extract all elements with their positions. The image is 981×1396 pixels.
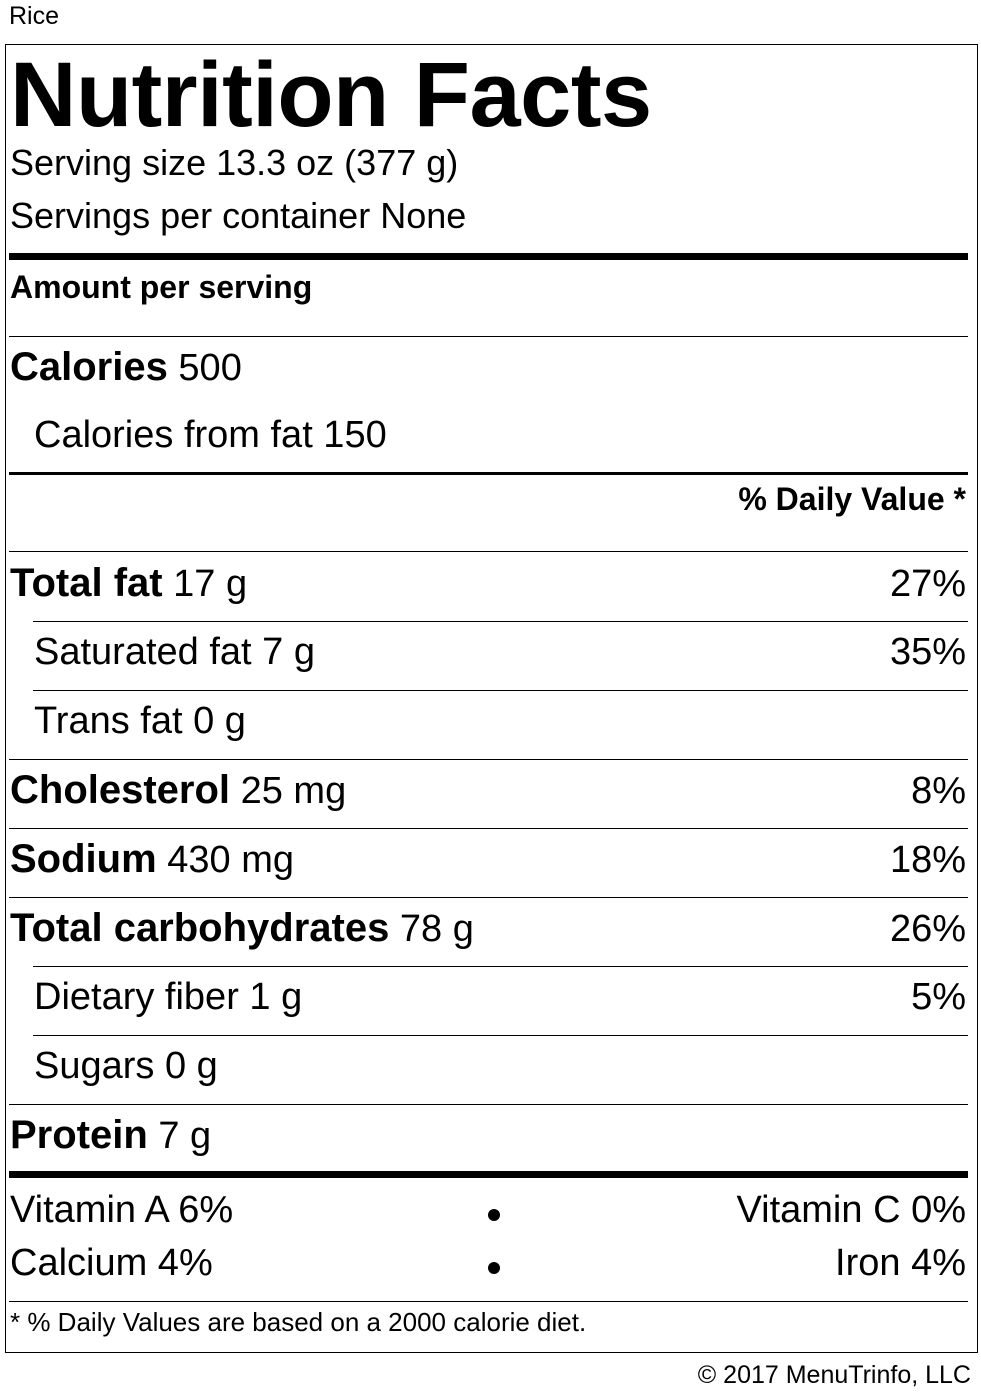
divider	[9, 551, 968, 552]
total-fat-label: Total fat	[10, 561, 163, 605]
dietary-fiber-dv: 5%	[911, 976, 966, 1018]
total-fat-dv: 27%	[889, 563, 966, 605]
servings-per-container: Servings per container None	[10, 195, 467, 236]
divider	[9, 759, 968, 760]
nutrient-row-sugars: Sugars 0 g	[34, 1044, 966, 1088]
divider	[33, 966, 968, 967]
calories-from-fat: Calories from fat 150	[34, 414, 387, 456]
mineral-row: Calcium 4% Iron 4%	[10, 1241, 966, 1285]
copyright: © 2017 MenuTrinfo, LLC	[697, 1361, 971, 1389]
nutrient-row-saturated-fat: Saturated fat 7 g 35%	[34, 630, 966, 674]
saturated-fat-dv: 35%	[889, 631, 966, 673]
trans-fat-label: Trans fat 0 g	[34, 700, 246, 742]
calories-label: Calories	[10, 345, 168, 389]
divider	[33, 1035, 968, 1036]
nutrition-label: Nutrition Facts Serving size 13.3 oz (37…	[5, 44, 978, 1353]
footnote: * % Daily Values are based on a 2000 cal…	[10, 1307, 587, 1337]
vitamin-row: Vitamin A 6% Vitamin C 0%	[10, 1188, 966, 1232]
vitamin-c: Vitamin C 0%	[736, 1189, 966, 1231]
bullet-icon	[488, 1262, 500, 1274]
total-carbohydrates-dv: 26%	[889, 908, 966, 950]
bullet-icon	[488, 1209, 500, 1221]
nutrient-row-protein: Protein 7 g	[10, 1113, 966, 1158]
divider-thick	[9, 253, 968, 260]
dietary-fiber-label: Dietary fiber 1 g	[34, 976, 303, 1018]
nutrient-row-cholesterol: Cholesterol 25 mg 8%	[10, 768, 966, 813]
protein-amount: 7 g	[158, 1115, 212, 1157]
divider	[9, 336, 968, 337]
calories-row: Calories 500	[10, 345, 966, 390]
nutrient-row-trans-fat: Trans fat 0 g	[34, 699, 966, 743]
cholesterol-label: Cholesterol	[10, 768, 231, 812]
nutrient-row-sodium: Sodium 430 mg 18%	[10, 837, 966, 882]
cholesterol-dv: 8%	[911, 770, 966, 812]
divider	[9, 828, 968, 829]
iron: Iron 4%	[835, 1242, 966, 1284]
divider	[9, 897, 968, 898]
amount-per-serving: Amount per serving	[10, 269, 313, 305]
total-carbohydrates-amount: 78 g	[399, 908, 474, 950]
divider	[33, 690, 968, 691]
divider	[9, 1104, 968, 1105]
serving-size: Serving size 13.3 oz (377 g)	[10, 142, 459, 183]
divider-medium	[9, 472, 968, 475]
vitamin-a: Vitamin A 6%	[10, 1189, 234, 1231]
calcium: Calcium 4%	[10, 1242, 213, 1284]
nutrient-row-total-fat: Total fat 17 g 27%	[10, 561, 966, 606]
saturated-fat-label: Saturated fat 7 g	[34, 631, 315, 673]
nutrient-row-dietary-fiber: Dietary fiber 1 g 5%	[34, 975, 966, 1019]
calories-value: 500	[178, 347, 242, 389]
sodium-dv: 18%	[889, 839, 966, 881]
divider	[33, 621, 968, 622]
label-title: Nutrition Facts	[10, 44, 652, 146]
daily-value-header: % Daily Value *	[738, 481, 966, 517]
sugars-label: Sugars 0 g	[34, 1045, 218, 1087]
total-fat-amount: 17 g	[173, 563, 248, 605]
product-name: Rice	[9, 2, 60, 30]
calories-from-fat-row: Calories from fat 150	[34, 413, 966, 457]
total-carbohydrates-label: Total carbohydrates	[10, 906, 390, 950]
nutrient-row-total-carbohydrates: Total carbohydrates 78 g 26%	[10, 906, 966, 951]
divider	[9, 1301, 968, 1302]
cholesterol-amount: 25 mg	[240, 770, 347, 812]
protein-label: Protein	[10, 1113, 148, 1157]
sodium-amount: 430 mg	[167, 839, 294, 881]
sodium-label: Sodium	[10, 837, 157, 881]
divider-thick	[9, 1171, 968, 1178]
